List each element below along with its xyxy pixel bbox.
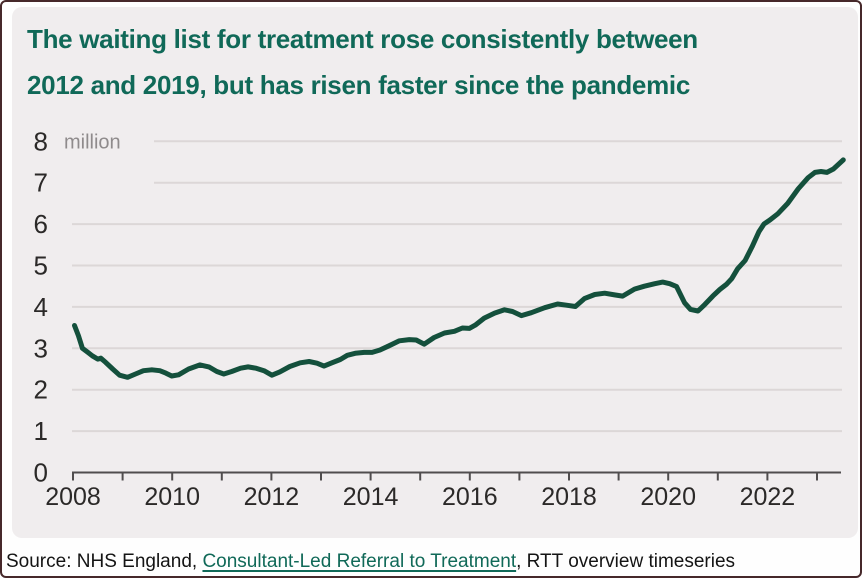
chart-title: The waiting list for treatment rose cons…	[27, 16, 847, 108]
chart-card	[12, 7, 858, 538]
source-line: Source: NHS England, Consultant-Led Refe…	[6, 551, 735, 573]
x-tick-label-2018: 2018	[541, 483, 597, 511]
waiting-list-line-chart: 0 1 2 3 4 5 6 7 8 million 2008 2010 2012 2014 2016 2018…	[34, 126, 846, 511]
chart-title-line2: 2012 and 2019, but has risen faster sinc…	[27, 70, 690, 100]
y-tick-label-5: 5	[34, 251, 48, 281]
source-link[interactable]: Consultant-Led Referral to Treatment	[202, 551, 517, 572]
x-tick-label-2014: 2014	[343, 483, 399, 511]
y-tick-label-0: 0	[34, 458, 48, 488]
y-tick-label-3: 3	[34, 333, 48, 363]
y-tick-label-6: 6	[34, 209, 48, 239]
x-tick-label-2022: 2022	[740, 483, 796, 511]
y-tick-label-8: 8	[34, 126, 48, 156]
x-tick-label-2008: 2008	[45, 483, 101, 511]
series-line-0	[72, 157, 846, 380]
y-tick-label-7: 7	[34, 168, 48, 198]
source-prefix: Source: NHS England,	[6, 551, 203, 572]
source-suffix: , RTT overview timeseries	[516, 551, 736, 572]
x-tick-label-2016: 2016	[442, 483, 498, 511]
y-tick-label-4: 4	[34, 292, 48, 322]
y-axis-unit-label: million	[64, 131, 121, 153]
x-tick-label-2012: 2012	[244, 483, 300, 511]
y-tick-label-2: 2	[34, 375, 48, 405]
y-tick-label-1: 1	[34, 416, 48, 446]
x-tick-label-2010: 2010	[144, 483, 200, 511]
chart-title-line1: The waiting list for treatment rose cons…	[27, 24, 698, 54]
x-tick-label-2020: 2020	[640, 483, 696, 511]
